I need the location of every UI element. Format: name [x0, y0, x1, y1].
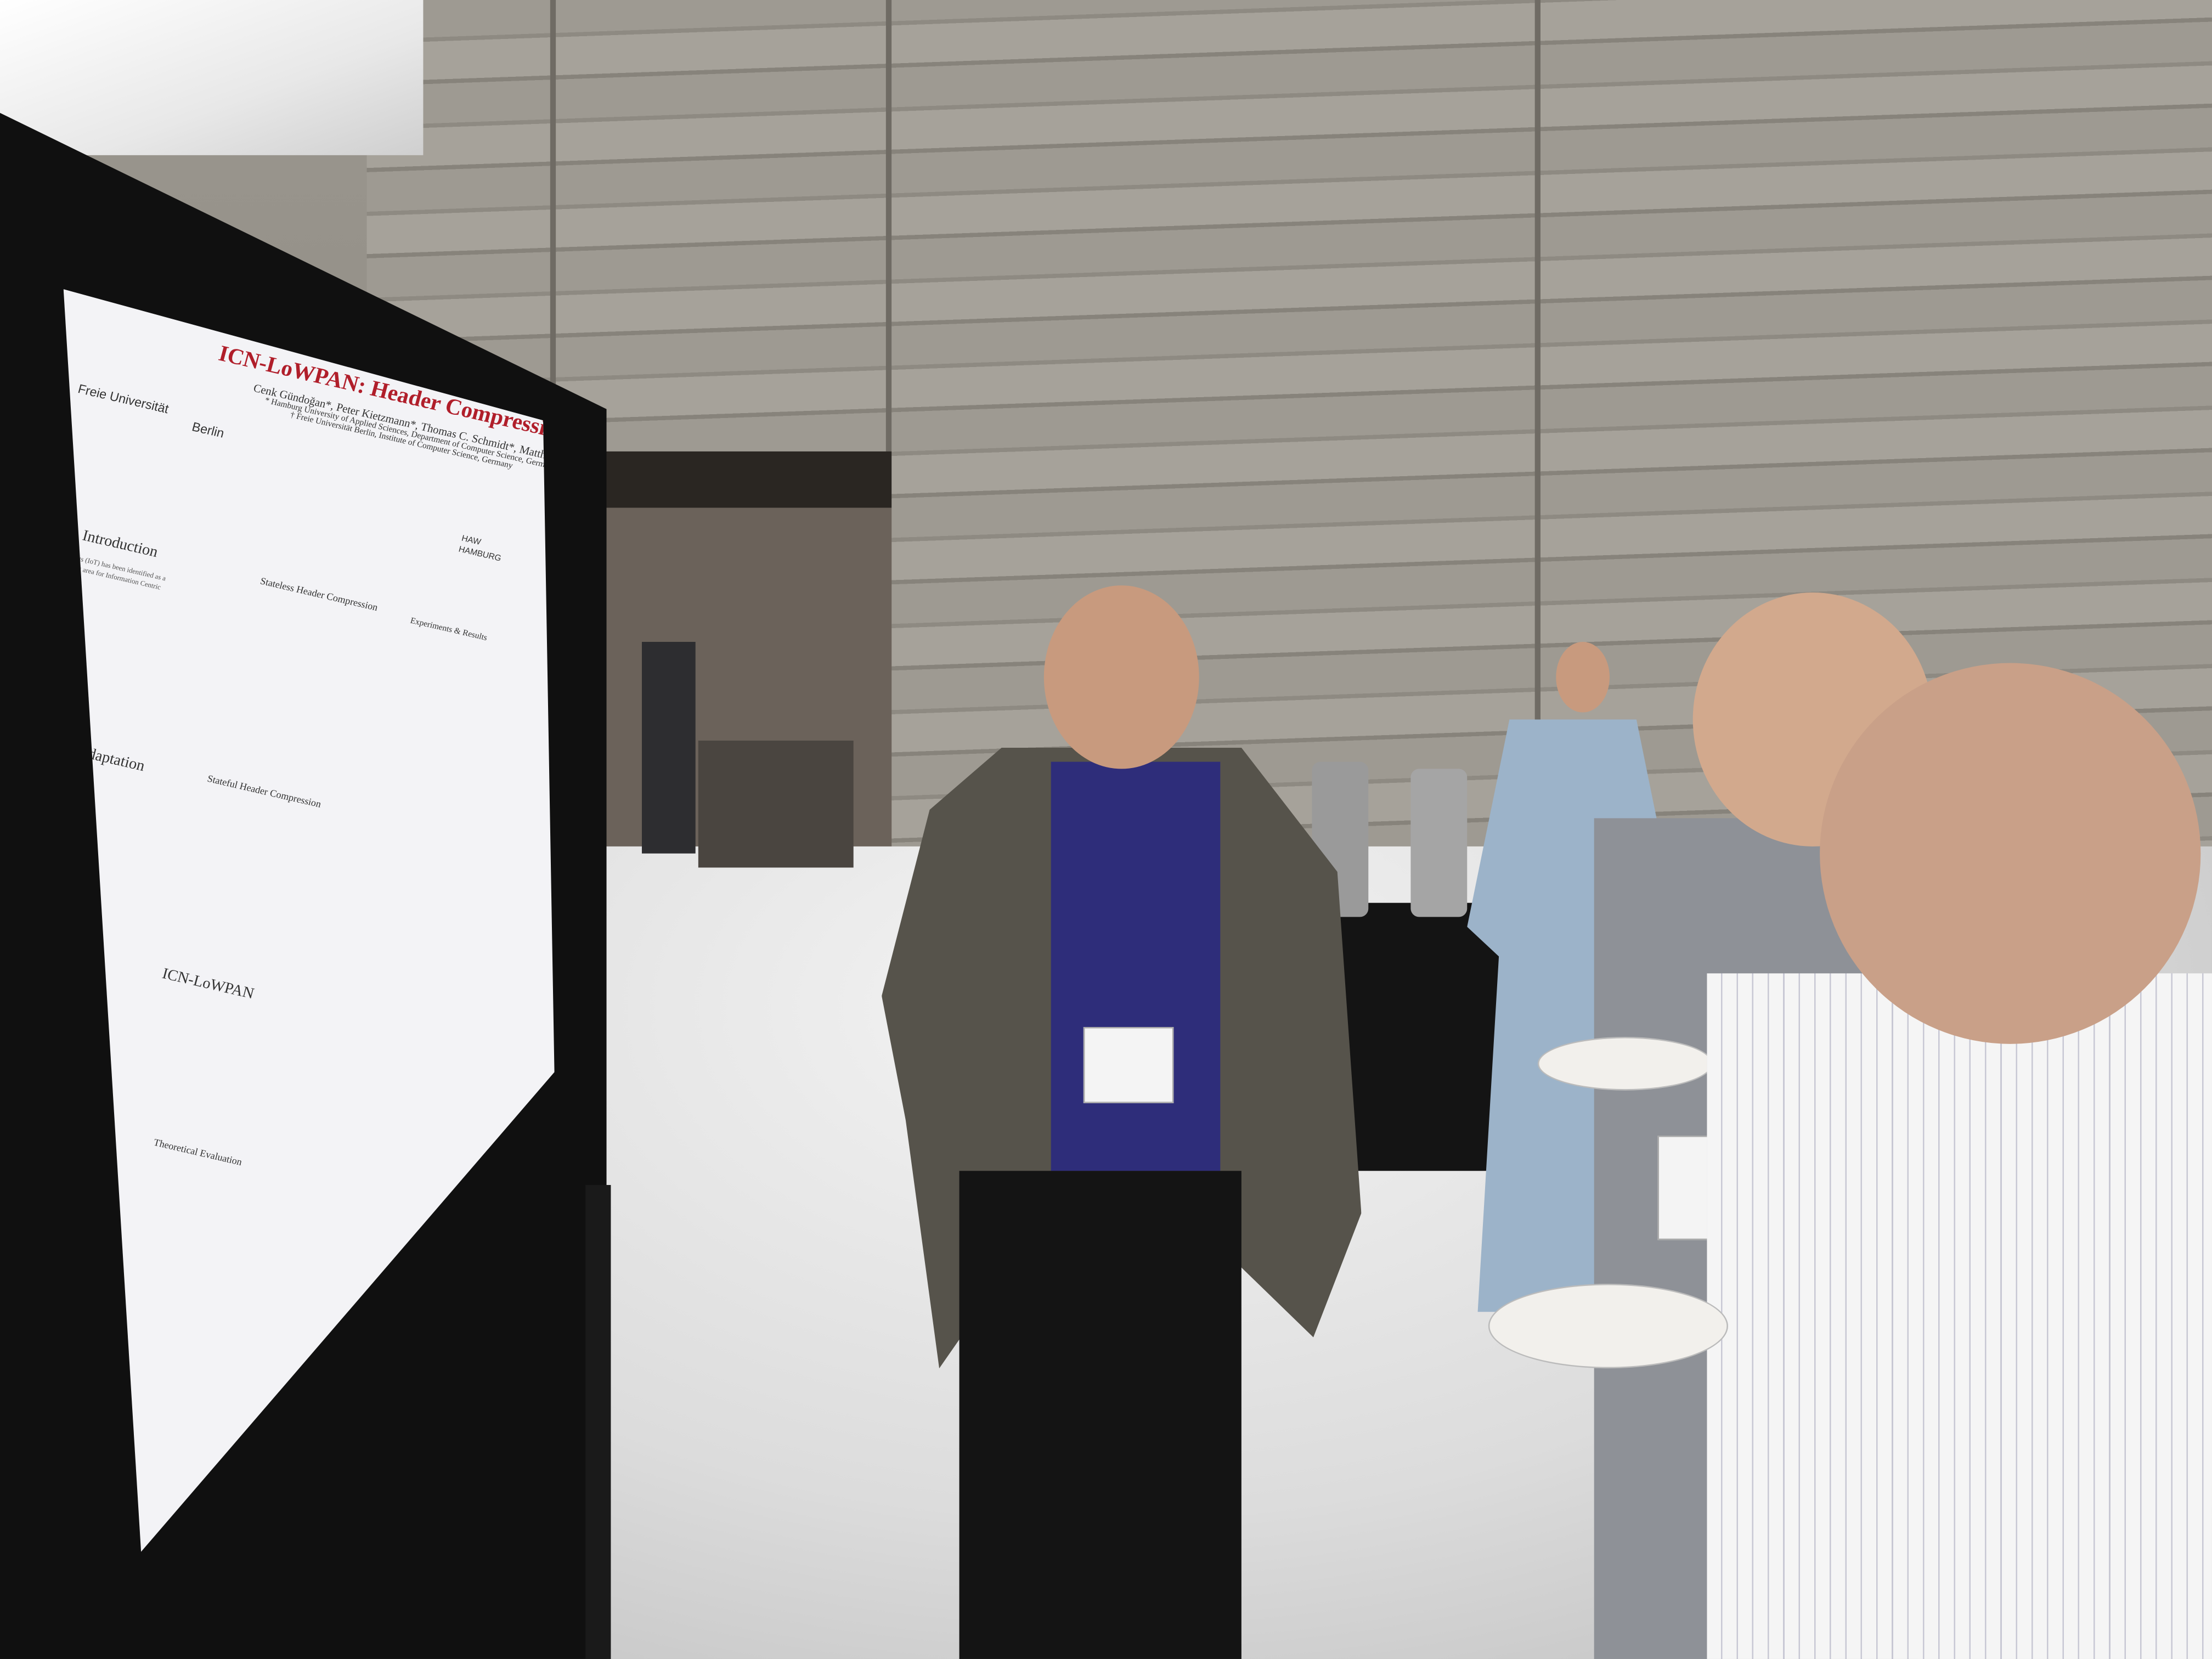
section-heading: Experiments & Results	[409, 617, 488, 644]
board-leg	[585, 1184, 611, 1659]
coffee-urn	[1410, 769, 1468, 917]
wall-seam	[1534, 0, 1541, 903]
fu-berlin-logo-text: Berlin	[190, 419, 226, 441]
presenter-head	[1043, 585, 1199, 769]
section-heading: ICN-LoWPAN	[160, 965, 256, 1003]
attendee-head-bearded	[1820, 663, 2201, 1044]
haw-logo-text: HAW	[460, 535, 482, 548]
person-background	[641, 641, 696, 854]
paper-plate	[1537, 1036, 1713, 1091]
ceiling-lights	[0, 0, 424, 155]
counter	[698, 740, 854, 868]
section-heading: Introduction	[80, 527, 160, 561]
attendee-striped-shirt	[1707, 973, 2212, 1659]
presenter-shirt	[1051, 761, 1221, 1171]
fu-berlin-logo-text: Freie Universität	[76, 381, 171, 416]
presenter-trousers	[959, 1171, 1242, 1659]
person-head	[1556, 641, 1610, 713]
name-badge	[1083, 1026, 1174, 1103]
section-heading: Theoretical Evaluation	[152, 1137, 244, 1169]
haw-logo-text: HAMBURG	[457, 546, 502, 564]
section-heading: Stateful Header Compression	[206, 773, 323, 810]
paper-plate	[1488, 1283, 1728, 1369]
section-heading: Stateless Header Compression	[258, 575, 379, 614]
